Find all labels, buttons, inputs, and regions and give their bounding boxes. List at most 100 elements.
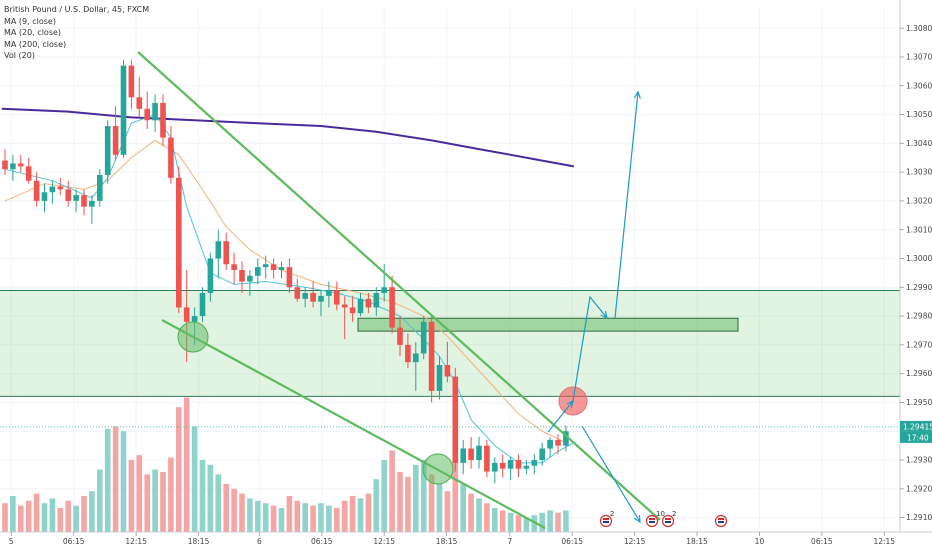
price-tick-label: 1.30000 <box>906 254 932 263</box>
countdown-label: 17:40 <box>907 434 929 443</box>
flag-stripe <box>603 521 609 523</box>
volume-bar <box>215 474 222 532</box>
volume-bar <box>436 484 443 532</box>
candle-body <box>547 439 553 449</box>
volume-bar <box>555 512 561 532</box>
candle-body <box>436 365 443 391</box>
candle-body <box>89 200 95 207</box>
upper-trendline[interactable] <box>137 51 661 521</box>
candle-body <box>136 97 143 109</box>
candle-body <box>539 448 545 461</box>
flag-stripe <box>665 518 671 520</box>
volume-bar <box>160 472 166 532</box>
volume-bar <box>515 515 522 532</box>
volume-bar <box>278 508 285 532</box>
price-tick-label: 1.29700 <box>906 340 932 349</box>
volume-bar <box>405 476 411 532</box>
flag-stripe <box>718 521 724 523</box>
volume-bar <box>120 431 127 532</box>
price-tick-label: 1.29300 <box>906 456 932 465</box>
price-axis[interactable]: 1.30800 1.30700 1.30600 1.30500 1.30400 1.303… <box>900 24 932 522</box>
volume-bar <box>428 474 435 532</box>
volume-bar <box>152 469 158 532</box>
price-tick-label: 1.30500 <box>906 110 932 119</box>
volume-bars <box>2 397 569 532</box>
volume-bar <box>507 512 514 532</box>
price-tick-label: 1.29900 <box>906 283 932 292</box>
candle-body <box>365 298 372 308</box>
candle-body <box>223 241 229 265</box>
economic-events[interactable]: 2 10 2 <box>599 510 728 528</box>
candle-body <box>18 163 24 167</box>
candle-body <box>183 307 190 322</box>
volume-bar <box>199 460 206 532</box>
legend-volume[interactable]: Vol (20) <box>4 51 35 60</box>
time-tick-label: 18:15 <box>686 537 708 546</box>
volume-bar <box>373 479 380 532</box>
arrow-bullish-target <box>614 91 639 319</box>
candle-body <box>460 448 466 463</box>
candle-body <box>191 316 198 322</box>
candle-body <box>152 103 158 121</box>
legend-symbol[interactable]: British Pound / U.S. Dollar, 45, FXCM <box>4 5 150 14</box>
candle-body <box>104 126 111 175</box>
candle-body <box>499 462 506 469</box>
candle-body <box>468 448 474 461</box>
candle-body <box>49 186 56 193</box>
lower-trendline[interactable] <box>161 319 546 529</box>
candle-body <box>341 304 348 308</box>
price-tick-label: 1.29100 <box>906 513 932 522</box>
legend-ma20[interactable]: MA (20, close) <box>4 28 62 37</box>
volume-bar <box>262 503 269 532</box>
volume-bar <box>444 491 451 532</box>
volume-bar <box>168 457 174 532</box>
candle-body <box>428 321 435 391</box>
candle-body <box>413 353 419 363</box>
volume-bar <box>97 469 103 532</box>
arrow-to-zone <box>572 295 608 402</box>
volume-bar <box>2 503 8 532</box>
candle-body <box>389 287 395 328</box>
volume-bar <box>112 426 119 532</box>
candle-body <box>381 287 387 294</box>
candle-body <box>41 192 48 201</box>
candle-body <box>349 307 356 314</box>
touch-point-marker[interactable] <box>422 453 454 485</box>
candle-body <box>515 460 522 469</box>
price-tick-label: 1.29600 <box>906 369 932 378</box>
price-tick-label: 1.29500 <box>906 398 932 407</box>
volume-bar <box>310 505 316 532</box>
legend-ma200[interactable]: MA (200, close) <box>4 39 67 49</box>
volume-bar <box>136 455 143 532</box>
volume-bar <box>65 500 71 532</box>
volume-bar <box>57 508 64 532</box>
candle-body <box>81 195 87 207</box>
candle-body <box>25 166 32 181</box>
candle-body <box>247 275 253 282</box>
current-price-label: 1.29415 <box>903 423 932 432</box>
volume-bar <box>176 407 182 532</box>
support-resistance-zone[interactable] <box>0 290 900 397</box>
candle-body <box>492 462 498 472</box>
touch-point-marker[interactable] <box>177 321 209 353</box>
candle-body <box>373 293 380 308</box>
volume-bar <box>499 510 506 532</box>
volume-bar <box>334 508 340 532</box>
volume-bar <box>49 498 56 532</box>
resistance-box[interactable] <box>357 317 739 332</box>
volume-bar <box>294 500 301 532</box>
candle-body <box>10 163 16 170</box>
volume-bar <box>523 517 530 532</box>
volume-bar <box>492 508 498 532</box>
candle-body <box>555 439 561 446</box>
flag-stripe <box>665 521 671 523</box>
time-axis[interactable]: 5 06:15 12:15 18:15 6 06:15 12:15 18:15 7 06:15 12… <box>9 532 895 546</box>
price-tick-label: 1.30800 <box>906 24 932 33</box>
projection-arrows[interactable] <box>547 90 641 524</box>
legend-ma9[interactable]: MA (9, close) <box>4 16 56 26</box>
candle-body <box>286 267 293 288</box>
volume-bar <box>476 498 482 532</box>
candle-body <box>278 267 285 270</box>
volume-bar <box>144 474 150 532</box>
